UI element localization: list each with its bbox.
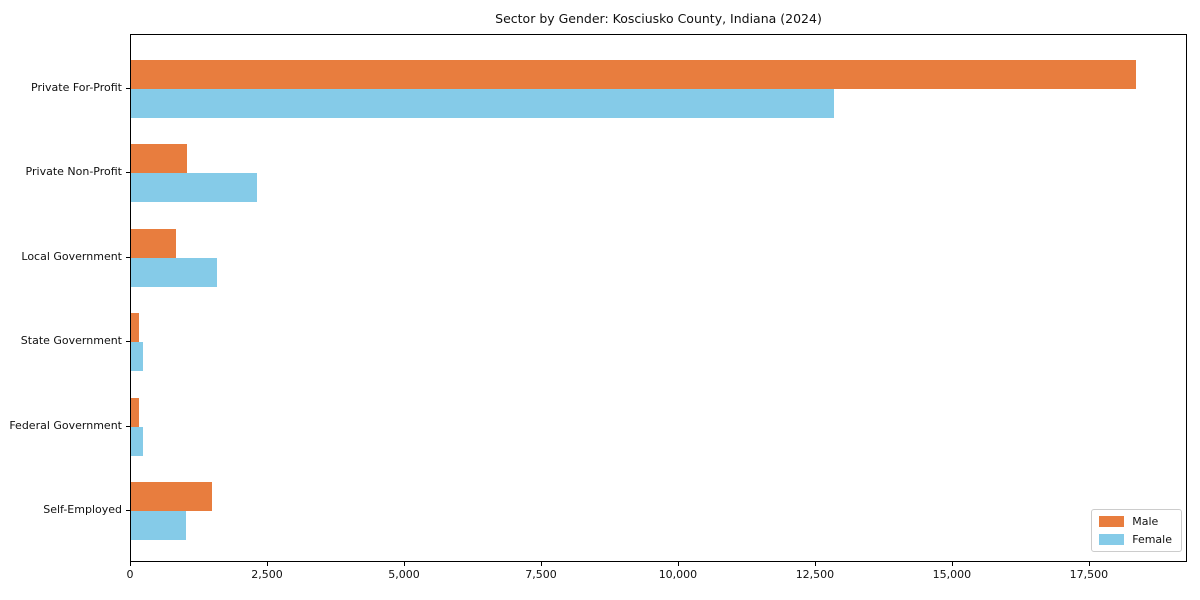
legend-label-female: Female xyxy=(1132,533,1172,546)
xtick-label-10-000: 10,000 xyxy=(658,568,698,581)
legend-entry-female: Female xyxy=(1099,533,1172,546)
bar-female-private-non-profit xyxy=(131,173,258,203)
legend-swatch-female xyxy=(1099,534,1125,545)
ytick-label-federal-government: Federal Government xyxy=(9,418,122,432)
legend-entry-male: Male xyxy=(1099,515,1172,528)
xtick-mark xyxy=(814,562,816,566)
xtick-mark xyxy=(540,562,542,566)
ytick-label-self-employed: Self-Employed xyxy=(43,503,122,516)
plot-area: Male Female xyxy=(130,34,1187,562)
bar-male-local-government xyxy=(131,228,176,258)
xtick-mark xyxy=(130,562,131,566)
ytick-label-state-government: State Government xyxy=(20,334,122,348)
ytick-label-private-non-profit: Private Non-Profit xyxy=(25,165,122,179)
legend: Male Female xyxy=(1091,509,1182,552)
xtick-mark xyxy=(403,562,405,566)
bar-female-local-government xyxy=(131,257,218,287)
bar-female-private-for-profit xyxy=(131,89,835,118)
xtick-mark xyxy=(951,562,953,566)
xtick-mark xyxy=(266,562,268,566)
xtick-label-17-500: 17,500 xyxy=(1069,568,1109,581)
ytick-mark xyxy=(126,172,130,174)
xtick-label-2-500: 2,500 xyxy=(251,568,283,581)
xtick-label-5-000: 5,000 xyxy=(388,568,420,581)
bar-female-self-employed xyxy=(131,511,186,540)
bar-male-state-government xyxy=(131,313,140,343)
bar-male-self-employed xyxy=(131,482,213,511)
ytick-mark xyxy=(126,510,130,511)
ytick-mark xyxy=(126,88,130,89)
xtick-label-15-000: 15,000 xyxy=(932,568,972,581)
bar-female-federal-government xyxy=(131,426,143,456)
xtick-mark xyxy=(677,562,679,566)
ytick-label-private-for-profit: Private For-Profit xyxy=(31,81,122,94)
ytick-mark xyxy=(126,341,130,343)
ytick-mark xyxy=(126,256,130,258)
xtick-label-7-500: 7,500 xyxy=(525,568,557,581)
bar-male-private-non-profit xyxy=(131,144,187,174)
chart-title: Sector by Gender: Kosciusko County, Indi… xyxy=(495,11,822,26)
legend-swatch-male xyxy=(1099,516,1125,527)
xtick-mark xyxy=(1088,562,1090,566)
legend-label-male: Male xyxy=(1132,515,1159,528)
bar-female-state-government xyxy=(131,342,144,372)
xtick-label-12-500: 12,500 xyxy=(795,568,835,581)
xtick-label-0: 0 xyxy=(126,568,134,581)
bar-male-private-for-profit xyxy=(131,60,1136,89)
ytick-label-local-government: Local Government xyxy=(21,249,122,263)
bar-male-federal-government xyxy=(131,397,139,427)
ytick-mark xyxy=(126,425,130,427)
